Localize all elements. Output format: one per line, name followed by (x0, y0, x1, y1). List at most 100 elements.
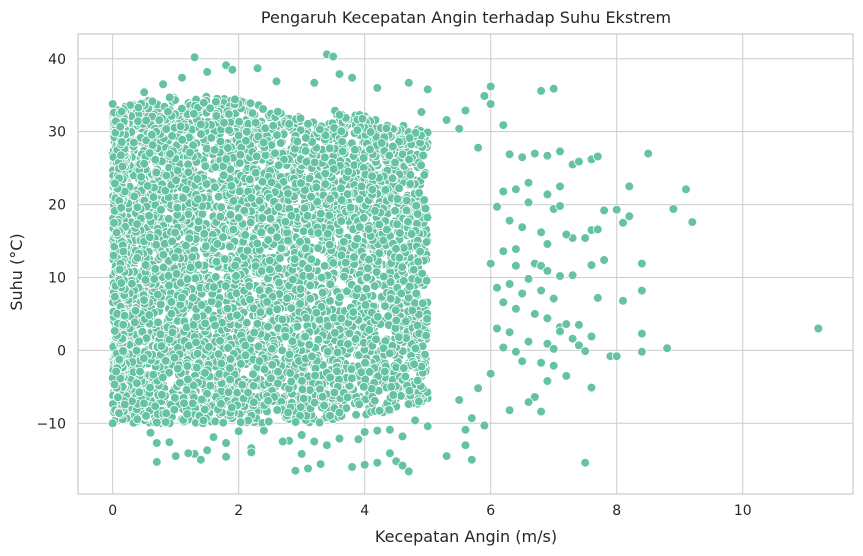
data-point (245, 294, 255, 305)
data-point (144, 310, 155, 320)
data-point (169, 352, 180, 363)
data-point (344, 328, 355, 339)
data-point (147, 96, 158, 107)
data-point (274, 277, 284, 288)
data-point (187, 398, 198, 409)
data-point (379, 366, 390, 377)
data-point (213, 191, 224, 202)
data-point (154, 115, 165, 125)
data-point (391, 315, 402, 326)
data-point (420, 203, 431, 214)
data-point (179, 398, 189, 409)
data-point (295, 298, 305, 309)
data-point (200, 318, 211, 329)
data-point (282, 293, 293, 304)
data-point (228, 224, 239, 235)
data-point (390, 206, 400, 216)
data-point (230, 94, 240, 105)
data-point (211, 97, 221, 107)
data-point (300, 331, 310, 342)
data-point (257, 177, 268, 187)
data-point (163, 271, 174, 281)
data-point (325, 410, 335, 421)
data-point (240, 340, 251, 351)
data-point (196, 394, 207, 405)
data-point (225, 210, 236, 220)
data-point (140, 260, 151, 270)
data-point (297, 376, 307, 386)
data-point (336, 313, 347, 324)
data-point (311, 307, 322, 318)
data-point (329, 387, 340, 398)
data-point (183, 374, 193, 385)
data-point (371, 334, 381, 345)
data-point (417, 298, 428, 309)
data-point (192, 174, 203, 184)
data-point (156, 341, 167, 351)
data-point (337, 146, 348, 157)
data-point (200, 368, 210, 378)
data-point (140, 275, 151, 285)
data-point (170, 392, 180, 403)
data-point (201, 241, 211, 252)
data-point (225, 374, 235, 385)
data-point (148, 369, 159, 380)
data-point (302, 211, 313, 221)
data-point (372, 311, 383, 322)
data-point (412, 320, 423, 331)
data-point (150, 154, 161, 165)
data-point (246, 193, 257, 203)
data-point (378, 271, 389, 282)
data-point (266, 177, 277, 188)
data-point (295, 113, 306, 123)
data-point (388, 141, 398, 152)
data-point (178, 193, 188, 203)
data-point (418, 150, 428, 161)
data-point (160, 185, 171, 196)
data-point (411, 288, 422, 299)
data-point (361, 283, 372, 294)
data-point (266, 373, 276, 384)
data-point (185, 262, 196, 273)
data-point (197, 300, 207, 310)
data-point (391, 243, 401, 254)
data-point (369, 395, 380, 406)
data-point (390, 305, 401, 316)
data-point (188, 380, 199, 391)
data-point (407, 305, 418, 316)
data-point (232, 310, 242, 321)
data-point (358, 153, 369, 163)
data-point (370, 206, 380, 216)
data-point (350, 334, 361, 344)
data-point (280, 331, 291, 342)
data-point (196, 129, 206, 139)
data-point (234, 186, 245, 197)
data-point (285, 368, 296, 378)
data-point (192, 348, 203, 359)
data-point (248, 369, 258, 379)
data-point (272, 405, 283, 415)
data-point (306, 254, 317, 265)
data-point (374, 405, 385, 416)
data-point (365, 144, 375, 155)
data-point (161, 408, 172, 419)
data-point (235, 417, 246, 428)
data-point (242, 317, 252, 328)
data-point (276, 243, 287, 254)
data-point (172, 202, 183, 213)
data-point (385, 277, 396, 287)
data-point (211, 256, 222, 267)
data-point (234, 212, 244, 223)
data-point (247, 108, 258, 118)
data-point (150, 401, 161, 412)
data-point (135, 366, 145, 377)
data-point (183, 167, 194, 178)
data-point (177, 135, 188, 145)
data-point (173, 363, 183, 374)
data-point (192, 362, 202, 373)
data-point (414, 188, 424, 198)
data-point (325, 372, 336, 383)
data-point (313, 243, 323, 253)
data-point (235, 149, 246, 160)
data-point (166, 297, 177, 307)
